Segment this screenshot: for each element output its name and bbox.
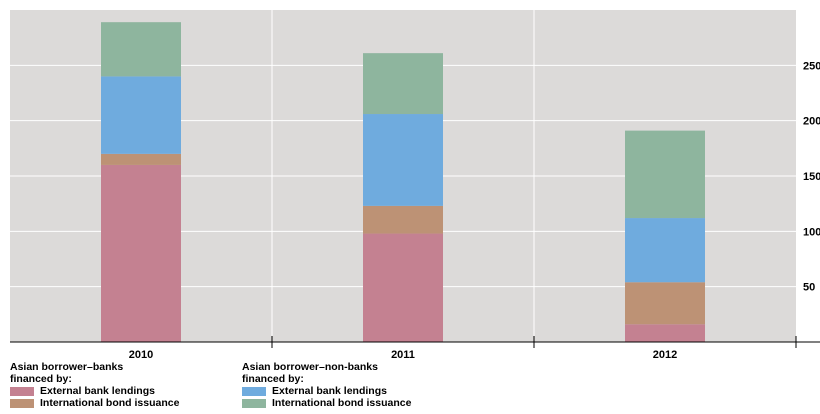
y-tick-label: 250	[803, 60, 820, 72]
legend-entry-nonbanks-external-bank-lendings: External bank lendings	[242, 385, 411, 397]
legend-swatch	[10, 398, 34, 408]
legend-nonbanks-title: Asian borrower–non-banks	[242, 361, 378, 373]
y-tick-label: 200	[803, 116, 820, 128]
bar-banks_international_bond_issuance-2012	[625, 282, 705, 325]
x-tick-label: 2011	[391, 349, 415, 361]
legend-banks-subtitle: financed by:	[10, 373, 72, 385]
bar-banks_international_bond_issuance-2010	[101, 153, 181, 165]
y-tick-label: 150	[803, 171, 820, 183]
bar-banks_external_bank_lendings-2011	[363, 233, 443, 342]
bar-banks_external_bank_lendings-2010	[101, 164, 181, 342]
legend-swatch	[242, 386, 266, 396]
x-tick-label: 2010	[129, 349, 153, 361]
legend-entry-banks-external-bank-lendings: External bank lendings	[10, 385, 179, 397]
legend-banks: Asian borrower–banks financed by: Extern…	[10, 361, 179, 409]
legend-label: External bank lendings	[40, 385, 155, 397]
bar-nonbanks_external_bank_lendings-2010	[101, 76, 181, 154]
legend-swatch	[242, 398, 266, 408]
legend-nonbanks-subtitle: financed by:	[242, 373, 304, 385]
bar-nonbanks_external_bank_lendings-2012	[625, 218, 705, 283]
bar-nonbanks_international_bond_issuance-2012	[625, 130, 705, 219]
y-axis-labels: 50 100 150 200 250	[803, 60, 820, 293]
y-tick-label: 50	[803, 282, 815, 294]
x-axis-ticks: 2010 2011 2012	[129, 336, 797, 361]
bars	[101, 22, 705, 342]
legend-label: International bond issuance	[272, 397, 412, 409]
legend-nonbanks: Asian borrower–non-banks financed by: Ex…	[242, 361, 411, 409]
legend-entry-banks-international-bond-issuance: International bond issuance	[10, 397, 179, 409]
legend-label: International bond issuance	[40, 397, 180, 409]
legend-label: External bank lendings	[272, 385, 387, 397]
legend-entry-nonbanks-international-bond-issuance: International bond issuance	[242, 397, 411, 409]
legend-swatch	[10, 386, 34, 396]
bar-banks_international_bond_issuance-2011	[363, 205, 443, 234]
bar-banks_external_bank_lendings-2012	[625, 324, 705, 342]
x-tick-label: 2012	[653, 349, 677, 361]
bar-nonbanks_international_bond_issuance-2010	[101, 22, 181, 77]
bar-nonbanks_international_bond_issuance-2011	[363, 53, 443, 115]
y-tick-label: 100	[803, 226, 820, 238]
legend-banks-title: Asian borrower–banks	[10, 361, 124, 373]
bar-nonbanks_external_bank_lendings-2011	[363, 114, 443, 206]
